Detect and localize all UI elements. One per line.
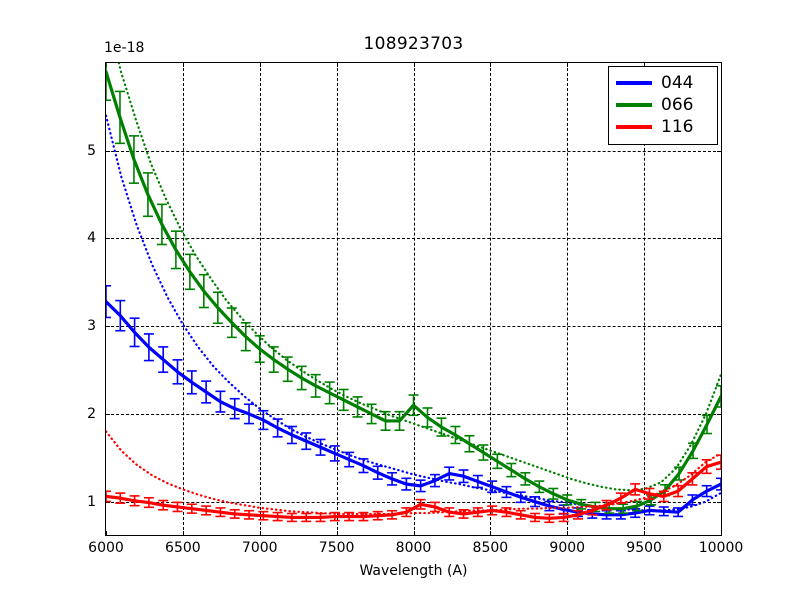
- x-tick-mark: [336, 531, 338, 535]
- x-tick-mark: [182, 63, 184, 67]
- model-curve-044: [106, 114, 721, 512]
- x-tick-mark: [413, 63, 415, 67]
- x-tick-mark: [644, 531, 646, 535]
- legend-label: 116: [661, 116, 694, 137]
- gridline-vertical: [259, 63, 261, 535]
- gridline-vertical: [413, 63, 415, 535]
- y-tick-mark: [717, 238, 721, 240]
- x-tick-mark: [721, 531, 722, 535]
- model-curve-116: [106, 430, 721, 516]
- x-tick-mark: [567, 63, 569, 67]
- x-tick-mark: [259, 531, 261, 535]
- series-116: [106, 430, 721, 524]
- legend-item-044[interactable]: 044: [616, 72, 710, 94]
- legend-label: 044: [661, 72, 694, 93]
- gridline-vertical: [182, 63, 184, 535]
- legend-item-066[interactable]: 066: [616, 94, 710, 116]
- data-curve-044: [106, 300, 721, 517]
- gridline-horizontal: [106, 326, 721, 328]
- x-tick-mark: [259, 63, 261, 67]
- data-series-layer: [106, 63, 721, 524]
- x-tick-label: 9500: [626, 540, 662, 556]
- legend-color-swatch: [616, 125, 652, 129]
- y-axis-offset-text: 1e-18: [104, 40, 145, 56]
- y-tick-mark: [717, 326, 721, 328]
- x-tick-mark: [490, 63, 492, 67]
- x-tick-mark: [644, 63, 646, 67]
- y-tick-mark: [106, 326, 110, 328]
- gridline-horizontal: [106, 501, 721, 503]
- data-curve-116: [106, 460, 721, 520]
- gridline-horizontal: [106, 150, 721, 152]
- series-044: [106, 114, 721, 520]
- chart-title: 108923703: [363, 34, 464, 54]
- legend-color-swatch: [616, 81, 652, 85]
- legend-label: 066: [661, 94, 694, 115]
- x-tick-label: 6500: [165, 540, 201, 556]
- gridline-vertical: [567, 63, 569, 535]
- y-tick-label: 4: [87, 230, 96, 247]
- x-tick-mark: [413, 531, 415, 535]
- y-tick-label: 5: [87, 142, 96, 159]
- gridline-vertical: [336, 63, 338, 535]
- x-tick-label: 9000: [549, 540, 586, 556]
- model-curve-066: [117, 63, 721, 492]
- y-tick-mark: [106, 150, 110, 152]
- x-tick-mark: [336, 63, 338, 67]
- legend-item-116[interactable]: 116: [616, 116, 710, 138]
- x-tick-label: 7500: [318, 540, 355, 556]
- gridline-vertical: [490, 63, 492, 535]
- x-tick-mark: [182, 531, 184, 535]
- x-tick-mark: [106, 531, 107, 535]
- y-tick-mark: [717, 150, 721, 152]
- gridline-vertical: [644, 63, 646, 535]
- y-tick-mark: [106, 238, 110, 240]
- y-tick-label: 3: [87, 318, 96, 335]
- legend-box: 044 066 116: [608, 66, 718, 145]
- x-axis-label: Wavelength (A): [359, 563, 468, 579]
- x-tick-mark: [721, 63, 722, 67]
- data-curve-066: [106, 70, 721, 511]
- y-tick-mark: [717, 501, 721, 503]
- x-tick-label: 10000: [698, 540, 744, 556]
- x-tick-mark: [567, 531, 569, 535]
- x-tick-label: 8500: [472, 540, 509, 556]
- legend-color-swatch: [616, 103, 652, 107]
- x-tick-label: 6000: [88, 540, 124, 556]
- x-tick-label: 7000: [241, 540, 278, 556]
- y-tick-label: 2: [87, 405, 96, 422]
- y-tick-mark: [717, 413, 721, 415]
- y-tick-label: 1: [87, 493, 96, 510]
- x-tick-label: 8000: [395, 540, 432, 556]
- x-tick-mark: [490, 531, 492, 535]
- errorbars-116: [106, 454, 721, 524]
- y-tick-mark: [106, 413, 110, 415]
- gridline-horizontal: [106, 238, 721, 240]
